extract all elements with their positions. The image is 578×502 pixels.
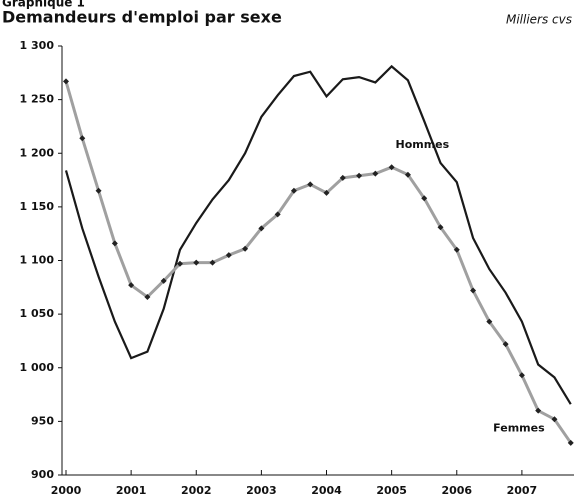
point-marker (258, 225, 265, 232)
x-tick-label: 2007 (507, 484, 538, 497)
point-marker (453, 246, 460, 253)
x-tick-label: 2006 (441, 484, 472, 497)
y-tick-label: 900 (31, 468, 54, 481)
series-label: Femmes (493, 422, 545, 435)
point-marker (567, 439, 574, 446)
point-marker (486, 318, 493, 325)
point-marker (388, 164, 395, 171)
y-tick-label: 1 050 (20, 307, 55, 320)
point-marker (242, 245, 249, 252)
point-marker (128, 282, 135, 289)
point-marker (160, 277, 167, 284)
point-marker (470, 287, 477, 294)
y-tick-label: 1 000 (20, 361, 55, 374)
y-tick-label: 1 150 (20, 200, 55, 213)
point-marker (274, 211, 281, 218)
point-marker (356, 172, 363, 179)
x-tick-label: 2004 (311, 484, 342, 497)
y-tick-label: 1 300 (20, 39, 55, 52)
point-marker (193, 259, 200, 266)
point-marker (225, 252, 232, 259)
x-tick-label: 2002 (181, 484, 212, 497)
point-marker (290, 187, 297, 194)
point-marker (551, 416, 558, 423)
y-tick-label: 950 (31, 414, 54, 427)
y-tick-label: 1 200 (20, 146, 55, 159)
chart-supertitle: Graphique 1 (2, 0, 85, 10)
y-tick-label: 1 250 (20, 93, 55, 106)
point-marker (404, 171, 411, 178)
point-marker (111, 240, 118, 247)
point-marker (176, 260, 183, 267)
point-marker (421, 195, 428, 202)
point-marker (79, 135, 86, 142)
point-marker (535, 407, 542, 414)
point-marker (144, 293, 151, 300)
x-tick-label: 2003 (246, 484, 277, 497)
point-marker (307, 181, 314, 188)
point-marker (95, 187, 102, 194)
point-marker (339, 174, 346, 181)
x-tick-label: 2005 (376, 484, 407, 497)
x-tick-label: 2000 (51, 484, 82, 497)
x-tick-label: 2001 (116, 484, 147, 497)
point-marker (518, 372, 525, 379)
point-marker (323, 189, 330, 196)
series-label: Hommes (395, 138, 449, 151)
unit-label: Milliers cvs (506, 13, 572, 27)
point-marker (372, 170, 379, 177)
point-marker (437, 224, 444, 231)
chart-title: Demandeurs d'emploi par sexe (2, 8, 282, 27)
y-tick-label: 1 100 (20, 254, 55, 267)
point-marker (63, 78, 69, 85)
series-line (64, 64, 572, 405)
series-line (64, 80, 572, 444)
point-marker (502, 341, 509, 348)
point-marker (209, 259, 216, 266)
